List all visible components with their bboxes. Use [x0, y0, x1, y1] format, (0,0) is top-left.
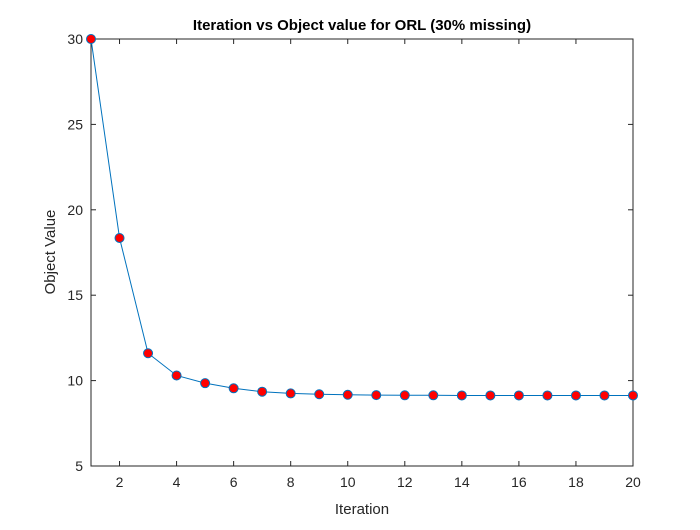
data-point [599, 390, 610, 401]
data-point [257, 386, 268, 397]
data-point [228, 383, 239, 394]
x-tick-label: 20 [625, 474, 641, 490]
chart-title: Iteration vs Object value for ORL (30% m… [193, 17, 531, 34]
x-tick-label: 2 [116, 474, 124, 490]
x-tick-label: 12 [397, 474, 413, 490]
x-tick-label: 10 [340, 474, 356, 490]
data-point [342, 389, 353, 400]
data-point [513, 390, 524, 401]
data-point [570, 390, 581, 401]
x-tick-label: 4 [173, 474, 181, 490]
y-tick-label: 5 [75, 458, 83, 474]
x-tick-label: 16 [511, 474, 527, 490]
data-point [628, 390, 638, 401]
data-point [456, 390, 467, 401]
data-point [86, 34, 96, 44]
plot-area [90, 38, 634, 467]
data-point [285, 388, 296, 399]
x-tick-label: 14 [454, 474, 470, 490]
data-point [314, 389, 325, 400]
y-tick-label: 25 [67, 116, 83, 132]
data-point [399, 390, 410, 401]
x-axis-label: Iteration [335, 501, 389, 518]
x-tick-label: 8 [287, 474, 295, 490]
data-point [200, 378, 211, 389]
y-tick-label: 20 [67, 202, 83, 218]
data-point [485, 390, 496, 401]
series-layer [86, 34, 638, 401]
x-tick-label: 6 [230, 474, 238, 490]
axes-box [90, 38, 634, 467]
x-tick-label: 18 [568, 474, 584, 490]
y-tick-label: 10 [67, 373, 83, 389]
data-point [143, 348, 154, 359]
data-point [171, 370, 182, 381]
data-point [114, 232, 125, 243]
y-tick-label: 15 [67, 287, 83, 303]
y-axis-label: Object Value [42, 210, 59, 295]
data-point [428, 390, 439, 401]
data-point [542, 390, 553, 401]
data-point [371, 390, 382, 401]
ticks-layer: 2 4 6 8 10 12 14 16 18 20 5 10 15 20 25 30 [67, 31, 641, 490]
y-tick-label: 30 [67, 31, 83, 47]
